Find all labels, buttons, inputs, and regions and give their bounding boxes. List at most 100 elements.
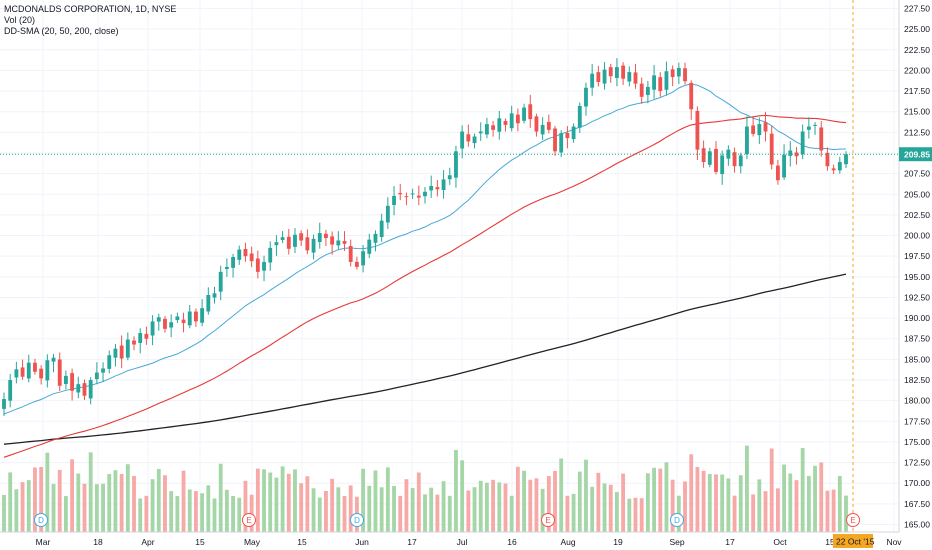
candle-body [478, 131, 483, 134]
volume-bar [262, 469, 266, 532]
candle-body [404, 196, 409, 198]
candle-body [540, 124, 545, 135]
time-tick-label: May [244, 537, 261, 547]
candle-body [20, 367, 25, 377]
volume-bar [392, 486, 396, 532]
volume-bar [156, 468, 161, 532]
candle-body [546, 121, 551, 130]
candle-body [231, 257, 235, 268]
candles [2, 58, 848, 417]
volume-bar [497, 482, 502, 532]
sma-200-line [3, 273, 847, 445]
candle-body [243, 248, 248, 257]
candle-body [82, 383, 87, 396]
candle-body [701, 148, 706, 163]
candle-body [330, 236, 335, 245]
time-tick-label: Jun [355, 537, 369, 547]
volume-bar [435, 494, 440, 532]
volume-bar [33, 467, 37, 532]
volume-bar [745, 445, 749, 532]
symbol-title: MCDONALDS CORPORATION, 1D, NYSE [4, 4, 177, 14]
candle-body [472, 136, 477, 144]
volume-bar [243, 480, 248, 532]
volume-bar [255, 468, 260, 532]
volume-bar [218, 463, 223, 532]
candle-body [150, 321, 155, 336]
candle-body [602, 69, 607, 84]
volume-bar [478, 480, 483, 532]
chart-legend: MCDONALDS CORPORATION, 1D, NYSE Vol (20)… [4, 4, 176, 37]
price-tick-label: 182.50 [904, 375, 930, 385]
price-tick-label: 165.00 [904, 520, 930, 530]
sma-indicator-label: DD-SMA (20, 50, 200, close) [4, 26, 119, 36]
volume-bar [423, 494, 427, 532]
candle-body [491, 125, 496, 130]
candle-body [745, 126, 749, 155]
candle-body [429, 186, 434, 191]
volume-bar [726, 478, 731, 532]
candle-body [837, 162, 842, 171]
candle-body [726, 149, 731, 159]
volume-bar [528, 479, 533, 532]
dividend-marker [350, 513, 364, 527]
volume-bar [330, 478, 335, 532]
volume-bar [775, 488, 780, 532]
volume-bar [94, 484, 99, 532]
candle-body [800, 131, 805, 155]
volume-bar [212, 498, 217, 532]
volume-bar [658, 468, 663, 532]
time-axis[interactable]: Mar 18 Apr 15 May 15 Jun 17 Jul 16 Aug 19 Sep 17 Oct 15… [0, 531, 902, 547]
candle-body [503, 120, 508, 125]
price-tick-label: 175.00 [904, 437, 930, 447]
volume-bar [113, 470, 118, 532]
candle-body [633, 72, 638, 84]
volume-bar [305, 476, 310, 532]
volume-bar [670, 479, 675, 532]
candle-body [788, 150, 793, 156]
volume-bar [200, 493, 205, 532]
candle-body [305, 237, 310, 251]
volume-bar [683, 481, 687, 532]
candle-body [187, 311, 192, 326]
volume-bar [503, 483, 508, 532]
candle-body [676, 67, 681, 77]
candle-body [88, 380, 93, 399]
candle-body [194, 311, 198, 322]
candle-body [534, 116, 539, 132]
candle-body [416, 195, 421, 198]
candle-body [367, 239, 372, 254]
candle-body [385, 205, 390, 223]
volume-bar [844, 495, 848, 532]
candle-body [577, 105, 582, 128]
candle-body [844, 154, 848, 165]
price-tick-label: 195.00 [904, 272, 930, 282]
candle-body [311, 238, 316, 253]
volume-bar [602, 483, 607, 532]
volume-bar [293, 469, 297, 532]
volume-bar [82, 483, 87, 532]
volume-bar [324, 491, 328, 532]
volume-bar [800, 448, 805, 532]
price-tick-label: 207.50 [904, 169, 930, 179]
candle-body [528, 104, 533, 120]
candle-body [70, 373, 75, 391]
candle-body [559, 133, 564, 153]
volume-bar [788, 473, 793, 532]
price-tick-label: 200.00 [904, 231, 930, 241]
volume-bar [125, 464, 130, 532]
candle-body [775, 165, 780, 181]
candle-body [738, 155, 743, 167]
volume-bar [608, 484, 613, 532]
price-axis[interactable]: 227.50 225.00 222.50 220.00 217.50 215.00 212.… [898, 0, 930, 532]
price-tick-label: 190.00 [904, 313, 930, 323]
volume-bar [144, 495, 149, 532]
candle-body [286, 236, 291, 249]
volume-bar [565, 495, 570, 532]
candle-body [354, 261, 359, 267]
volume-bar [515, 466, 520, 532]
volume-bar [299, 483, 304, 532]
volume-bar [286, 473, 291, 532]
time-tick-label: 18 [93, 537, 103, 547]
